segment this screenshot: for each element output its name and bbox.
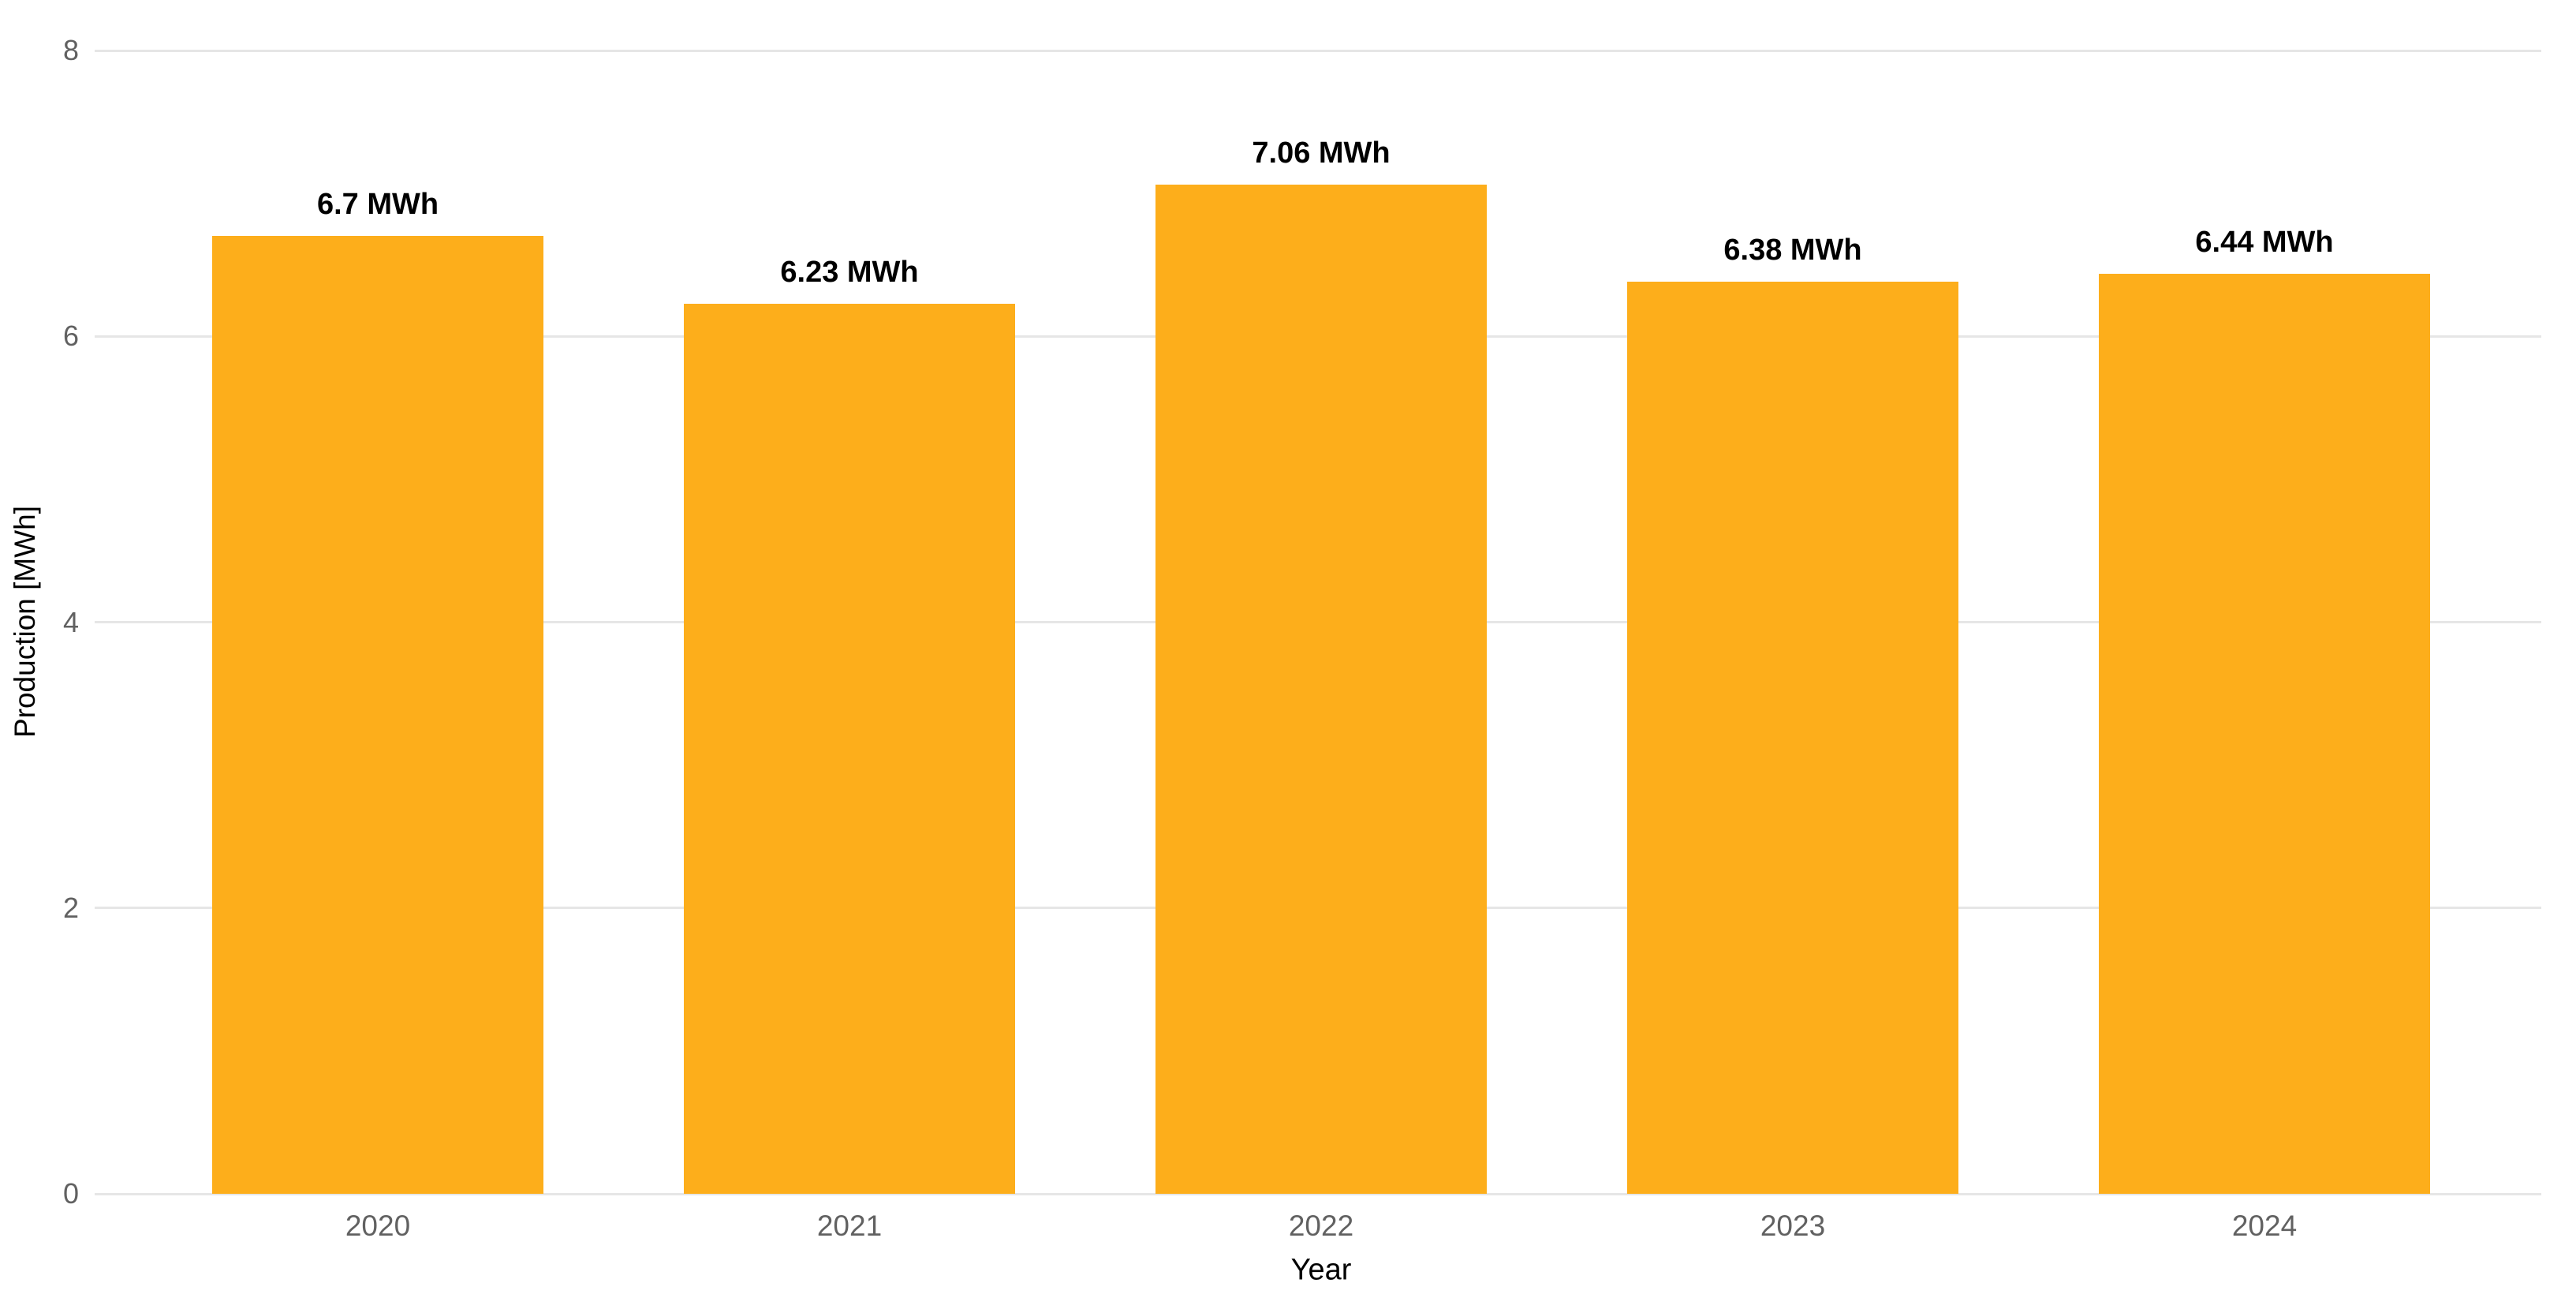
bar-2020[interactable] — [212, 236, 543, 1194]
y-tick-label: 8 — [62, 34, 79, 66]
y-tick-label: 2 — [62, 891, 79, 924]
bar-value-label: 7.06 MWh — [1252, 137, 1391, 170]
gridline — [95, 49, 2541, 52]
bar-2022[interactable] — [1155, 185, 1487, 1194]
bar-value-label: 6.7 MWh — [316, 188, 439, 222]
bar-value-label: 6.38 MWh — [1723, 234, 1862, 267]
x-axis-title: Year — [1290, 1253, 1352, 1287]
x-tick-label: 2023 — [1760, 1210, 1826, 1242]
y-tick-label: 6 — [62, 320, 79, 353]
bar-2021[interactable] — [684, 303, 1015, 1194]
bar-value-label: 6.23 MWh — [780, 255, 919, 289]
x-tick-label: 2022 — [1288, 1210, 1354, 1242]
bar-value-label: 6.44 MWh — [2195, 225, 2334, 259]
y-tick-label: 4 — [62, 605, 79, 638]
x-tick-label: 2021 — [816, 1210, 883, 1242]
gridline — [95, 1192, 2541, 1195]
y-tick-label: 0 — [62, 1177, 79, 1210]
x-tick-label: 2024 — [2231, 1210, 2298, 1242]
x-tick-label: 2020 — [345, 1210, 411, 1242]
bar-2023[interactable] — [1627, 282, 1958, 1194]
bar-2024[interactable] — [2099, 273, 2430, 1194]
